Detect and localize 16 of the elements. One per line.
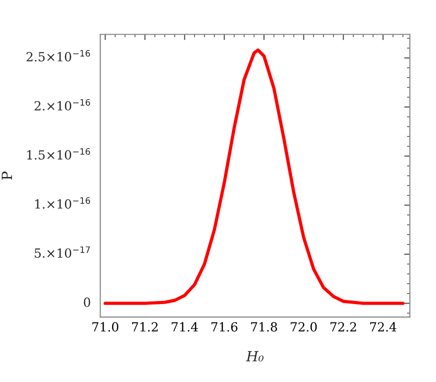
x-tick-label: 71.0	[92, 322, 118, 332]
y-tick-label: 1.×10$^{−16}$	[35, 197, 90, 209]
y-axis-title: P	[2, 172, 12, 180]
x-tick-label: 72.0	[290, 322, 317, 332]
x-tick-label: 71.4	[172, 322, 198, 332]
x-tick-label: 72.2	[330, 322, 356, 332]
y-tick-label: 2.×10$^{−16}$	[34, 99, 90, 111]
x-tick-label: 71.2	[132, 322, 158, 332]
y-tick-label: 1.5×10$^{−16}$	[27, 148, 90, 160]
y-tick-label: 5.×10$^{−17}$	[34, 246, 90, 258]
y-tick-label: 0	[84, 297, 90, 307]
y-tick-label: 2.5×10$^{−16}$	[26, 50, 90, 62]
x-axis-title: H₀	[246, 351, 264, 362]
x-tick-label: 71.6	[211, 322, 238, 332]
x-tick-label: 71.8	[251, 322, 278, 332]
x-tick-label: 72.4	[370, 322, 396, 332]
